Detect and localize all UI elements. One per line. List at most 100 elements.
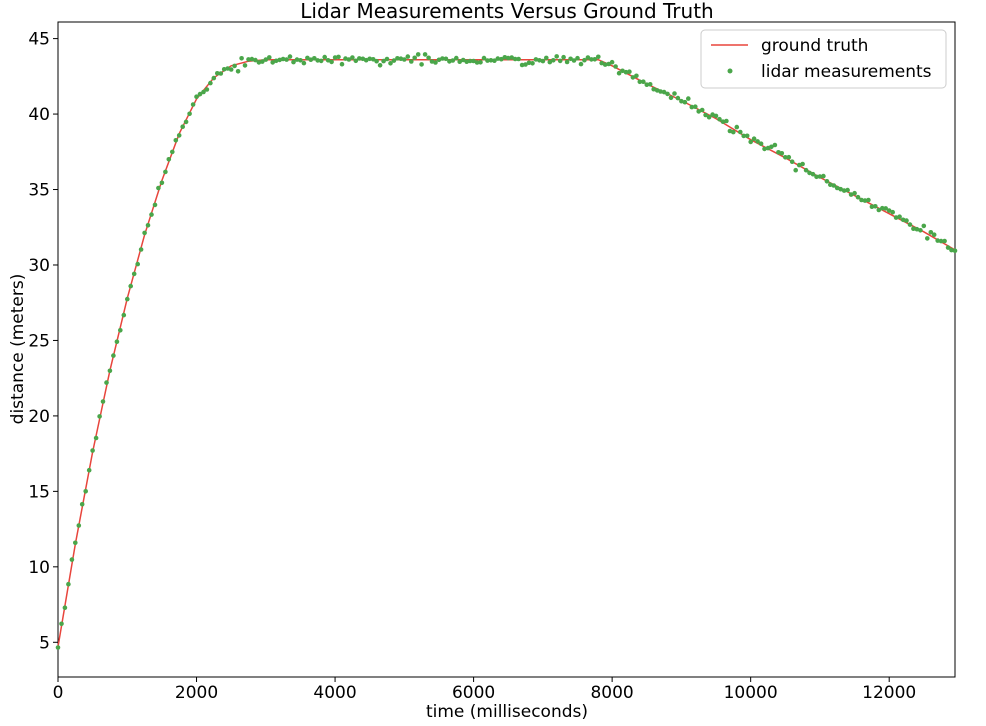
lidar-point [828, 182, 833, 187]
lidar-point [194, 94, 199, 99]
lidar-point [855, 194, 861, 200]
lidar-point [661, 89, 667, 95]
lidar-point [911, 226, 916, 231]
lidar-point [935, 238, 940, 243]
lidar-point [544, 55, 549, 61]
lidar-point [658, 89, 663, 94]
lidar-point [665, 91, 670, 97]
lidar-point [267, 55, 272, 60]
lidar-point [260, 59, 265, 64]
lidar-point [568, 56, 573, 62]
legend-dot-swatch [727, 68, 733, 74]
lidar-point [519, 62, 525, 68]
lidar-point [173, 138, 179, 143]
lidar-point [367, 56, 373, 62]
lidar-point [755, 139, 760, 144]
lidar-point [374, 58, 379, 64]
lidar-point [734, 124, 740, 130]
lidar-point [433, 60, 438, 65]
lidar-point [83, 489, 88, 494]
lidar-point [183, 119, 189, 125]
y-tick-label: 45 [28, 30, 50, 50]
plot-area-frame [57, 21, 956, 678]
lidar-point [176, 133, 182, 138]
lidar-point [363, 57, 369, 63]
lidar-point [357, 56, 362, 61]
lidar-point [312, 56, 317, 61]
lidar-point [592, 57, 598, 62]
lidar-point [717, 116, 722, 122]
lidar-point [803, 167, 809, 173]
lidar-point [485, 58, 490, 63]
lidar-point [821, 173, 826, 179]
lidar-point [409, 59, 414, 64]
lidar-point [509, 55, 514, 60]
lidar-point [942, 238, 947, 244]
lidar-point [904, 218, 909, 223]
lidar-point [426, 55, 431, 61]
y-tick-label: 40 [28, 105, 50, 125]
lidar-point [609, 59, 615, 65]
lidar-point [208, 80, 213, 86]
x-axis-ticks: 0 2000 4000 6000 8000 10000 12000 [53, 677, 916, 703]
lidar-point [284, 57, 289, 62]
lidar-point [111, 353, 116, 358]
lidar-point [443, 56, 449, 62]
lidar-point [627, 69, 632, 74]
lidar-point [450, 58, 456, 63]
lidar-point [325, 58, 331, 63]
lidar-point [758, 141, 764, 146]
lidar-point [163, 169, 168, 175]
lidar-point [142, 230, 147, 236]
lidar-point [301, 60, 307, 66]
lidar-point [931, 232, 937, 237]
lidar-point [582, 57, 587, 63]
lidar-point [402, 57, 407, 62]
lidar-point [672, 91, 677, 96]
lidar-point [474, 60, 480, 65]
lidar-point [914, 226, 920, 232]
y-axis-label: distance (meters) [8, 274, 28, 425]
lidar-point [547, 59, 553, 65]
lidar-point [523, 62, 528, 67]
lidar-point [748, 139, 753, 145]
lidar-point [242, 63, 248, 68]
lidar-point [454, 55, 459, 61]
lidar-point [492, 58, 497, 63]
lidar-point [772, 142, 778, 148]
lidar-point [273, 58, 279, 64]
lidar-point [873, 204, 878, 209]
x-tick-label: 2000 [175, 683, 218, 703]
lidar-point [599, 60, 604, 66]
lidar-point [952, 248, 958, 253]
lidar-point [883, 206, 888, 211]
lidar-point [862, 198, 868, 203]
lidar-point [724, 118, 729, 124]
lidar-point [651, 86, 656, 92]
x-tick-label: 12000 [862, 683, 916, 703]
lidar-point [62, 605, 68, 610]
lidar-point [318, 58, 324, 64]
lidar-point [405, 54, 411, 59]
lidar-point [512, 56, 518, 62]
legend-box [700, 29, 947, 89]
lidar-point [415, 52, 421, 57]
lidar-point [789, 159, 795, 164]
lidar-point [689, 104, 695, 110]
lidar-point [478, 60, 483, 65]
lidar-point [634, 73, 639, 79]
lidar-point [336, 54, 341, 60]
lidar-point [332, 55, 338, 60]
lidar-point [557, 58, 563, 64]
lidar-point [211, 75, 217, 81]
lidar-point [505, 55, 511, 61]
lidar-point [533, 57, 539, 62]
lidar-point [886, 208, 892, 213]
lidar-point [616, 70, 622, 76]
lidar-point [69, 557, 75, 562]
lidar-point [228, 67, 234, 72]
y-tick-label: 30 [28, 256, 50, 276]
lidar-point [159, 180, 165, 186]
lidar-point [104, 380, 109, 385]
lidar-point [187, 111, 192, 117]
